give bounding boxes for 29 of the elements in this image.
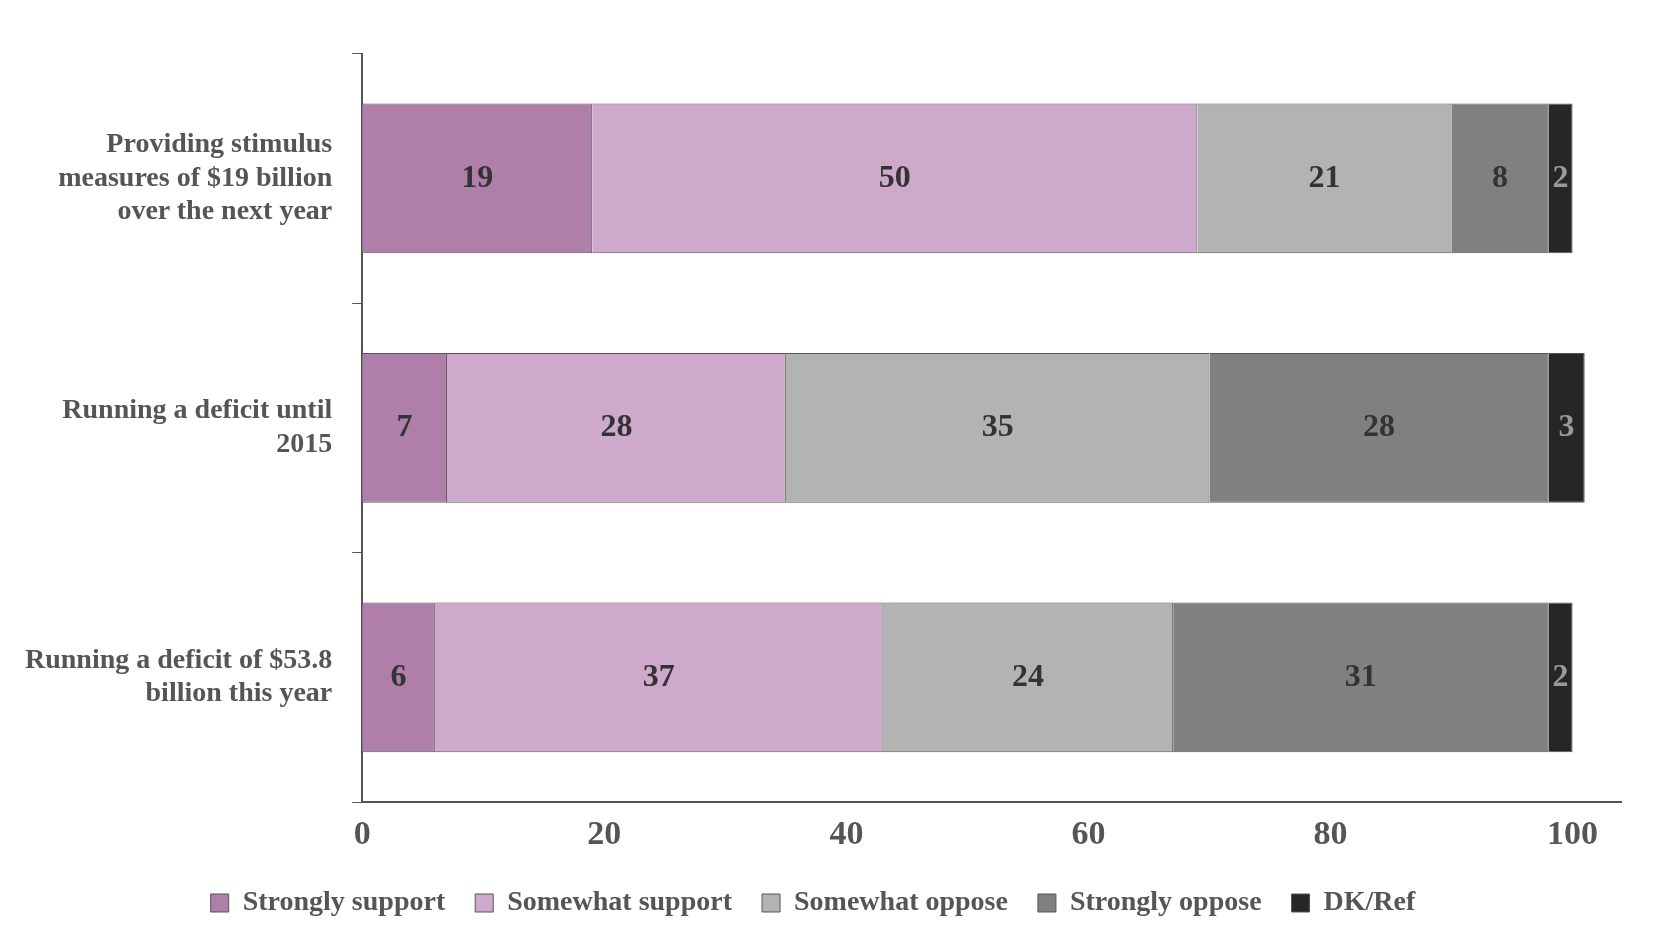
x-tick-label: 20 bbox=[587, 814, 622, 852]
legend-label: Strongly oppose bbox=[1069, 885, 1262, 917]
data-label: 24 bbox=[1011, 656, 1044, 693]
x-tick-label: 40 bbox=[829, 814, 864, 852]
x-tick-label: 0 bbox=[353, 814, 371, 852]
y-tick-label: Running a deficit until 2015 bbox=[62, 393, 333, 458]
data-label: 31 bbox=[1344, 656, 1377, 693]
legend-label: Somewhat oppose bbox=[794, 885, 1008, 917]
data-label: 37 bbox=[642, 656, 675, 693]
data-label: 8 bbox=[1491, 157, 1508, 194]
x-tick-label: 80 bbox=[1313, 814, 1348, 852]
data-label: 2 bbox=[1552, 656, 1569, 693]
data-label: 28 bbox=[1362, 407, 1395, 444]
data-label: 28 bbox=[600, 407, 633, 444]
legend-label: DK/Ref bbox=[1323, 885, 1416, 917]
data-label: 35 bbox=[981, 407, 1014, 444]
data-label: 19 bbox=[461, 157, 494, 194]
y-tick-label: Providing stimulus measures of $19 billion over the next year bbox=[58, 127, 333, 226]
data-label: 7 bbox=[396, 407, 413, 444]
data-label: 6 bbox=[390, 656, 407, 693]
legend-label: Strongly support bbox=[242, 885, 446, 917]
legend-label: Somewhat support bbox=[507, 885, 733, 917]
x-tick-label: 60 bbox=[1071, 814, 1106, 852]
data-label: 3 bbox=[1558, 407, 1575, 444]
data-label: 2 bbox=[1552, 157, 1569, 194]
data-label: 21 bbox=[1308, 157, 1341, 194]
x-tick-label: 100 bbox=[1547, 814, 1599, 852]
data-label: 50 bbox=[878, 157, 911, 194]
y-tick-label: Running a deficit of $53.8 billion this year bbox=[25, 642, 333, 708]
